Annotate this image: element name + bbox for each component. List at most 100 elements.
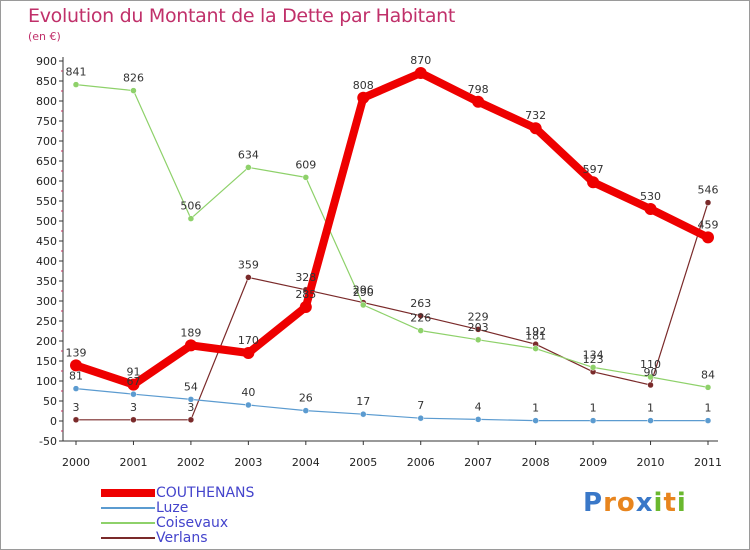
legend-swatch xyxy=(101,537,155,539)
data-label: 1 xyxy=(532,402,539,415)
data-point-coisevaux xyxy=(647,373,654,381)
chart-subtitle: (en €) xyxy=(28,30,61,43)
data-point-luze xyxy=(72,385,80,392)
data-label: 17 xyxy=(356,395,370,408)
y-tick-label: 800 xyxy=(36,95,57,108)
legend-swatch xyxy=(101,522,155,524)
data-label: 229 xyxy=(468,310,489,323)
logo-letter: x xyxy=(635,488,654,518)
data-point-luze xyxy=(474,416,482,423)
data-point-verlans xyxy=(130,416,137,424)
legend-label: COUTHENANS xyxy=(156,485,255,501)
y-tick-label: 650 xyxy=(36,155,57,168)
data-point-coisevaux xyxy=(474,336,482,344)
data-label: 359 xyxy=(238,258,259,271)
data-point-couthenans xyxy=(414,67,427,79)
x-tick-label: 2009 xyxy=(579,456,607,469)
data-label: 798 xyxy=(468,83,489,96)
y-tick-label: 250 xyxy=(36,315,57,328)
y-tick-label: 300 xyxy=(36,295,57,308)
data-label: 296 xyxy=(353,284,374,297)
x-tick-label: 2005 xyxy=(349,456,377,469)
data-point-luze xyxy=(187,396,195,403)
y-tick-label: 750 xyxy=(36,115,57,128)
data-point-verlans xyxy=(245,274,252,281)
x-tick-label: 2010 xyxy=(637,456,665,469)
data-label: 290 xyxy=(353,286,374,299)
data-label: 3 xyxy=(130,401,137,414)
data-point-coisevaux xyxy=(532,345,539,352)
data-point-couthenans xyxy=(529,122,542,135)
data-point-coisevaux xyxy=(589,364,597,371)
data-point-couthenans xyxy=(242,347,255,359)
data-point-couthenans xyxy=(299,301,312,313)
series-line-verlans xyxy=(75,202,709,421)
data-label: 459 xyxy=(698,218,719,231)
data-label: 192 xyxy=(525,325,546,338)
legend-swatch xyxy=(101,507,155,509)
data-point-couthenans xyxy=(644,203,657,215)
logo-letter: i xyxy=(676,488,687,518)
data-label: 170 xyxy=(238,334,259,347)
data-label: 7 xyxy=(417,399,424,412)
data-label: 546 xyxy=(698,184,719,197)
x-tick-label: 2001 xyxy=(119,456,147,469)
data-point-luze xyxy=(302,407,310,414)
data-point-luze xyxy=(360,410,367,418)
data-label: 91 xyxy=(126,366,140,379)
y-tick-label: 550 xyxy=(36,195,57,208)
legend-label: Verlans xyxy=(156,530,208,546)
logo-letter: t xyxy=(663,488,677,518)
data-label: 189 xyxy=(180,326,201,339)
legend-label: Luze xyxy=(156,500,189,516)
y-tick-label: 100 xyxy=(36,375,57,388)
series-line-luze xyxy=(75,388,709,422)
data-label: 285 xyxy=(295,288,316,301)
data-label: 123 xyxy=(583,353,604,366)
data-label: 1 xyxy=(705,402,712,415)
data-point-verlans xyxy=(704,199,712,206)
data-point-verlans xyxy=(417,312,424,320)
y-tick-label: -50 xyxy=(39,435,57,448)
y-tick-label: 850 xyxy=(36,75,57,88)
data-point-couthenans xyxy=(472,95,485,108)
data-label: 609 xyxy=(295,158,316,171)
data-point-luze xyxy=(417,414,424,422)
data-label: 81 xyxy=(69,370,83,383)
data-point-coisevaux xyxy=(417,327,424,334)
legend-swatch xyxy=(101,489,155,497)
x-tick-label: 2002 xyxy=(177,456,205,469)
data-label: 841 xyxy=(66,66,87,79)
data-label: 181 xyxy=(525,330,546,343)
data-label: 54 xyxy=(184,380,198,393)
x-tick-label: 2006 xyxy=(407,456,435,469)
data-label: 203 xyxy=(468,321,489,334)
data-label: 90 xyxy=(644,366,658,379)
data-point-coisevaux xyxy=(245,164,252,171)
y-tick-label: 200 xyxy=(36,335,57,348)
y-tick-label: 600 xyxy=(36,175,57,188)
data-point-coisevaux xyxy=(187,215,195,222)
data-label: 530 xyxy=(640,190,661,203)
data-label: 826 xyxy=(123,72,144,85)
x-tick-label: 2007 xyxy=(464,456,492,469)
y-tick-label: 400 xyxy=(36,255,57,268)
data-point-luze xyxy=(130,390,137,398)
data-point-couthenans xyxy=(184,339,197,352)
data-label: 808 xyxy=(353,79,374,92)
data-point-verlans xyxy=(647,381,654,389)
data-label: 67 xyxy=(126,375,140,388)
data-point-luze xyxy=(589,417,597,424)
data-label: 732 xyxy=(525,109,546,122)
data-label: 1 xyxy=(590,402,597,415)
data-label: 4 xyxy=(475,400,482,413)
data-point-coisevaux xyxy=(130,87,137,94)
logo-letter: i xyxy=(653,488,664,518)
proxiti-logo: Proxiti xyxy=(583,488,687,518)
logo-letter: P xyxy=(583,488,604,518)
data-point-couthenans xyxy=(70,359,82,372)
data-point-luze xyxy=(245,401,252,409)
data-point-coisevaux xyxy=(360,301,367,309)
